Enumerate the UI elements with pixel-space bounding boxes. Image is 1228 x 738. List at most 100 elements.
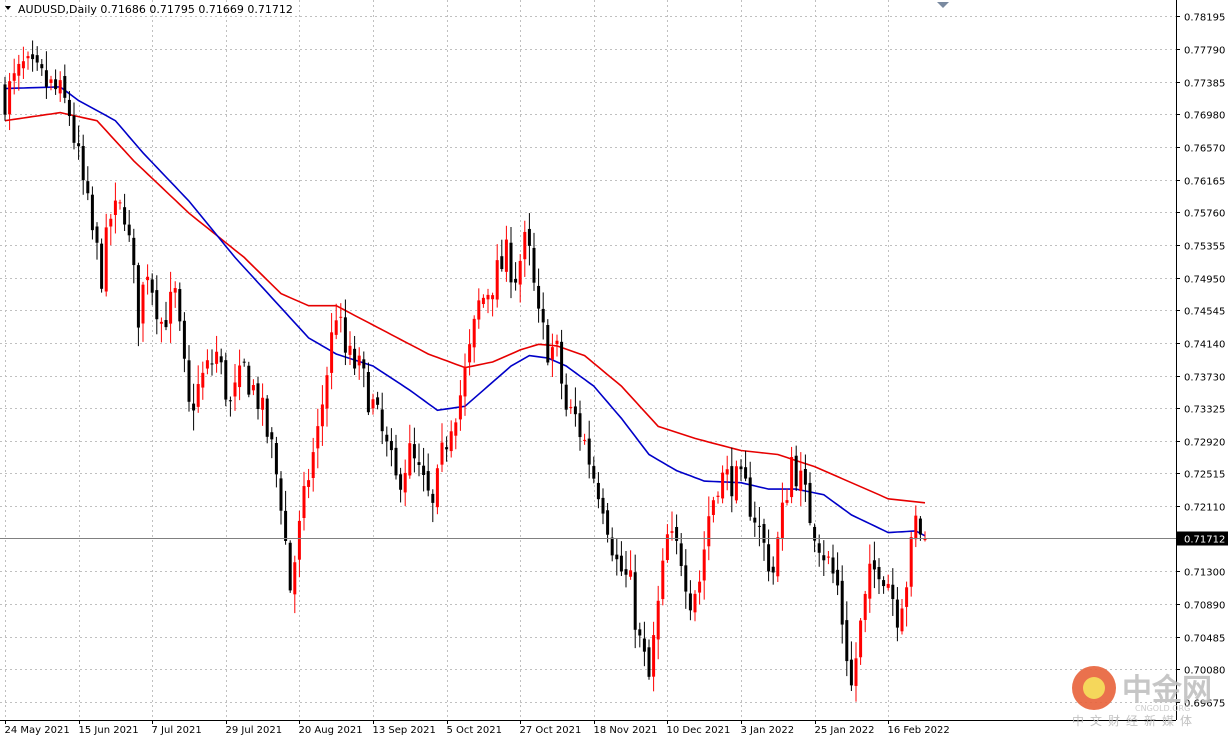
candle <box>799 452 803 507</box>
candle-body <box>435 468 439 508</box>
candle <box>831 544 835 584</box>
candle <box>537 268 541 323</box>
candle <box>247 361 251 398</box>
candle-body <box>454 422 458 436</box>
candle <box>771 556 775 585</box>
candle <box>587 420 591 479</box>
candle-body <box>238 365 242 388</box>
candle-body <box>293 562 297 595</box>
candle <box>17 54 21 91</box>
candle-body <box>813 526 817 541</box>
chart-shift-marker-icon[interactable] <box>937 2 949 8</box>
candle <box>693 590 697 622</box>
candle <box>909 531 913 597</box>
candle-body <box>569 406 573 408</box>
candle-body <box>845 620 849 662</box>
candle-body <box>192 403 196 411</box>
candle-body <box>412 444 416 459</box>
candle-body <box>564 384 568 410</box>
y-tick-label: 0.76980 <box>1184 111 1225 122</box>
candle <box>159 317 163 343</box>
candle <box>417 443 421 477</box>
candle <box>661 548 665 606</box>
candle-body <box>578 413 582 438</box>
x-tick-label: 29 Jul 2021 <box>226 725 283 736</box>
candle-body <box>836 569 840 586</box>
candle-body <box>187 360 191 402</box>
y-tick-label: 0.75760 <box>1184 209 1225 220</box>
candle <box>900 598 904 635</box>
candle-body <box>408 443 412 476</box>
candle <box>477 288 481 329</box>
candle-body <box>196 384 200 407</box>
candle-body <box>491 295 495 300</box>
candle-body <box>840 580 844 625</box>
candle <box>836 552 840 596</box>
candle-body <box>592 466 596 479</box>
y-tick-label: 0.72515 <box>1184 470 1225 481</box>
candle-body <box>113 200 117 215</box>
candle <box>127 210 131 242</box>
candle-body <box>178 289 182 322</box>
candle <box>923 531 927 542</box>
candle-body <box>458 395 462 420</box>
candle <box>228 396 232 417</box>
candle <box>859 618 863 665</box>
candle <box>757 506 761 547</box>
candle-body <box>504 239 508 272</box>
candle <box>31 40 35 72</box>
candle-body <box>785 500 789 503</box>
candle <box>136 262 140 347</box>
candle <box>251 379 255 396</box>
candle <box>886 574 890 591</box>
candle <box>725 455 729 491</box>
candle-body <box>780 502 784 539</box>
candle-body <box>169 291 173 324</box>
candle <box>504 225 508 282</box>
x-tick-label: 3 Jan 2022 <box>741 725 795 736</box>
candle <box>918 516 922 541</box>
candle-body <box>72 115 76 143</box>
candle-body <box>394 447 398 476</box>
candle-body <box>256 383 260 409</box>
candle-body <box>40 64 44 69</box>
candle <box>647 639 651 680</box>
candle-body <box>767 544 771 572</box>
candle <box>40 59 44 76</box>
candle <box>762 518 766 561</box>
candle <box>21 46 25 79</box>
candle <box>527 213 531 266</box>
candle-body <box>31 54 35 60</box>
candle-body <box>757 525 761 527</box>
y-tick-label: 0.76570 <box>1184 144 1225 155</box>
candle <box>77 125 81 160</box>
candle-body <box>67 99 71 117</box>
candle-body <box>753 517 757 523</box>
y-tick-label: 0.73325 <box>1184 405 1225 416</box>
candle-body <box>173 288 177 293</box>
candle <box>670 511 674 541</box>
watermark-url: CNGOLD.ORG <box>1135 704 1190 713</box>
candle-body <box>35 55 39 63</box>
candle-body <box>477 300 481 320</box>
candle <box>472 315 476 363</box>
candle-body <box>514 278 518 283</box>
candle <box>72 102 76 150</box>
candle-body <box>863 593 867 620</box>
candle <box>555 334 559 357</box>
candle <box>261 383 265 426</box>
candle-body <box>808 482 812 523</box>
candle-body <box>886 583 890 588</box>
candle-body <box>261 397 265 410</box>
candle-body <box>923 538 927 541</box>
candle <box>872 541 876 589</box>
candle-body <box>417 462 421 465</box>
candle <box>826 550 830 565</box>
candle <box>776 531 780 582</box>
candle <box>288 540 292 593</box>
candle-body <box>90 194 94 231</box>
candle-body <box>422 465 426 476</box>
collapse-triangle-icon[interactable] <box>5 6 11 10</box>
candle-body <box>316 426 320 449</box>
